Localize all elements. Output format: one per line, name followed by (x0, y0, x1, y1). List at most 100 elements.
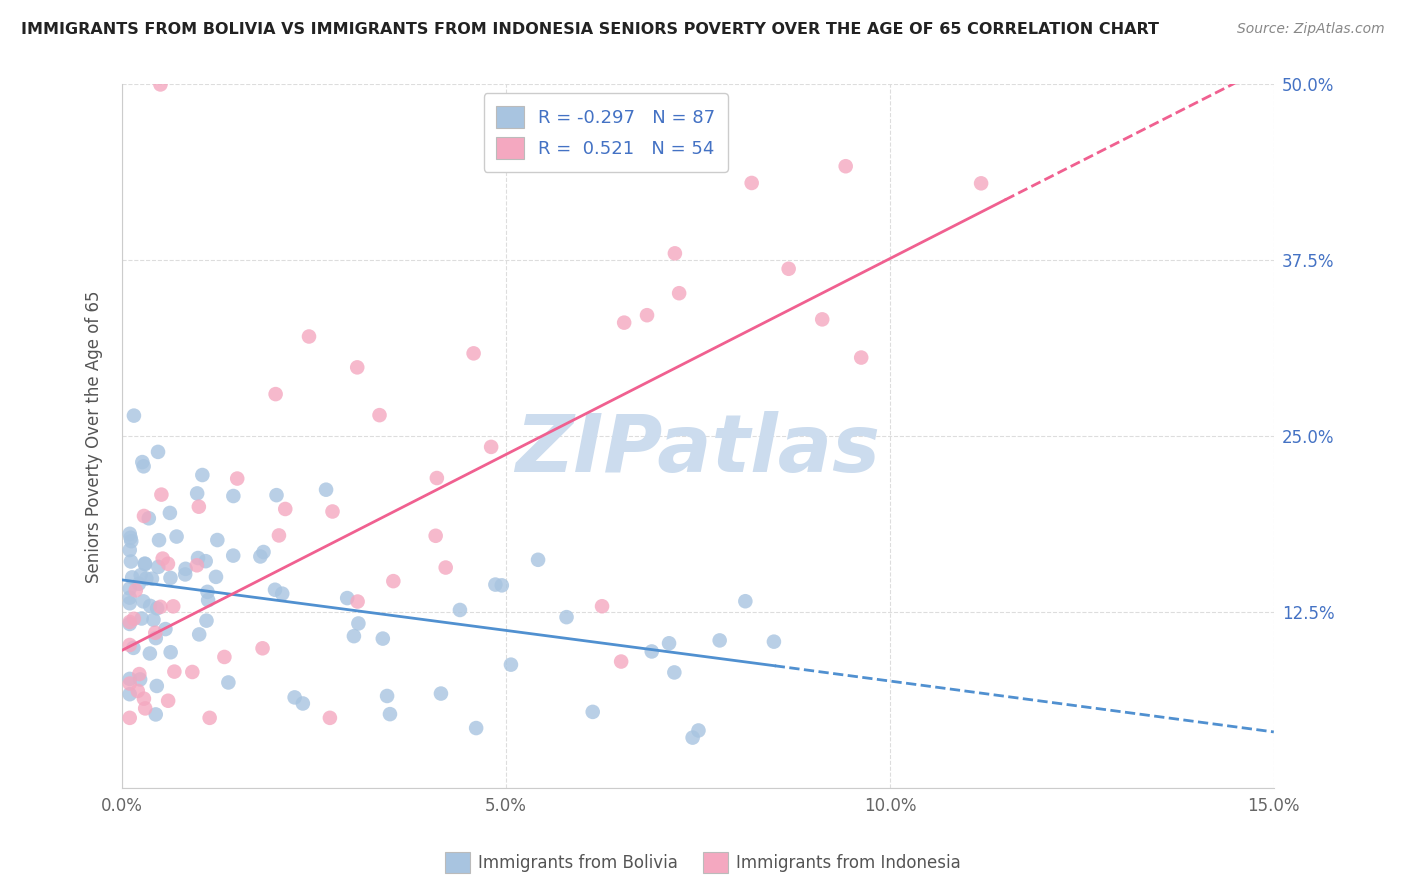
Point (709, 633, 731, 648)
Point (319, 711, 342, 725)
Point (157, 694, 180, 708)
Point (174, 562, 197, 576)
Point (187, 500, 209, 514)
Point (191, 468, 214, 483)
Point (641, 644, 664, 658)
Point (118, 638, 141, 652)
Point (139, 599, 162, 613)
Point (118, 676, 141, 690)
Point (591, 599, 613, 614)
Point (249, 549, 271, 564)
Point (186, 486, 208, 500)
Point (484, 577, 506, 591)
Point (138, 511, 160, 525)
Point (162, 599, 184, 614)
Point (636, 308, 658, 322)
Legend: R = -0.297   N = 87, R =  0.521   N = 54: R = -0.297 N = 87, R = 0.521 N = 54 (484, 94, 728, 172)
Point (346, 594, 368, 608)
Point (187, 551, 209, 566)
Point (134, 701, 156, 715)
Point (527, 553, 550, 567)
Point (146, 601, 169, 615)
Point (141, 572, 163, 586)
Point (463, 346, 485, 360)
Point (145, 707, 167, 722)
Point (128, 576, 150, 591)
Point (346, 360, 368, 375)
Y-axis label: Seniors Poverty Over the Age of 65: Seniors Poverty Over the Age of 65 (86, 290, 103, 582)
Point (762, 634, 785, 648)
Point (582, 705, 605, 719)
Point (613, 316, 636, 330)
Point (343, 629, 366, 643)
Point (668, 286, 690, 301)
Point (321, 504, 343, 518)
Point (148, 533, 170, 548)
Point (132, 691, 155, 706)
Point (128, 667, 150, 681)
Point (382, 574, 405, 588)
Point (194, 554, 217, 568)
Point (134, 557, 156, 571)
Point (118, 687, 141, 701)
Point (121, 570, 143, 584)
Point (122, 612, 145, 626)
Point (159, 506, 181, 520)
Point (142, 613, 165, 627)
Point (834, 159, 856, 173)
Point (163, 665, 186, 679)
Point (271, 587, 294, 601)
Point (555, 610, 578, 624)
Point (146, 679, 169, 693)
Point (118, 616, 141, 631)
Point (122, 409, 145, 423)
Point (688, 723, 710, 738)
Point (970, 177, 993, 191)
Point (222, 549, 245, 563)
Point (610, 655, 633, 669)
Point (264, 582, 287, 597)
Point (152, 551, 174, 566)
Point (264, 387, 287, 401)
Point (267, 528, 290, 542)
Point (118, 543, 141, 558)
Point (425, 529, 447, 543)
Text: IMMIGRANTS FROM BOLIVIA VS IMMIGRANTS FROM INDONESIA SENIORS POVERTY OVER THE AG: IMMIGRANTS FROM BOLIVIA VS IMMIGRANTS FR… (21, 22, 1159, 37)
Point (205, 570, 228, 584)
Point (252, 641, 274, 656)
Point (217, 675, 239, 690)
Point (207, 533, 229, 547)
Point (132, 459, 155, 474)
Point (266, 488, 288, 502)
Point (188, 627, 211, 641)
Point (741, 176, 763, 190)
Point (134, 557, 156, 571)
Point (131, 611, 153, 625)
Point (430, 687, 453, 701)
Point (120, 554, 142, 568)
Point (148, 560, 170, 574)
Point (143, 625, 166, 640)
Point (159, 571, 181, 585)
Point (222, 489, 245, 503)
Point (664, 246, 686, 260)
Point (811, 312, 834, 326)
Point (118, 591, 141, 605)
Point (155, 622, 177, 636)
Point (118, 615, 141, 629)
Point (378, 707, 401, 722)
Point (284, 690, 307, 705)
Point (149, 599, 172, 614)
Text: ZIPatlas: ZIPatlas (516, 411, 880, 490)
Point (434, 560, 457, 574)
Legend: Immigrants from Bolivia, Immigrants from Indonesia: Immigrants from Bolivia, Immigrants from… (439, 846, 967, 880)
Point (131, 455, 153, 469)
Point (658, 636, 681, 650)
Point (122, 640, 145, 655)
Point (139, 647, 162, 661)
Point (127, 684, 149, 698)
Point (132, 508, 155, 523)
Point (146, 445, 169, 459)
Point (197, 585, 219, 599)
Point (150, 487, 173, 501)
